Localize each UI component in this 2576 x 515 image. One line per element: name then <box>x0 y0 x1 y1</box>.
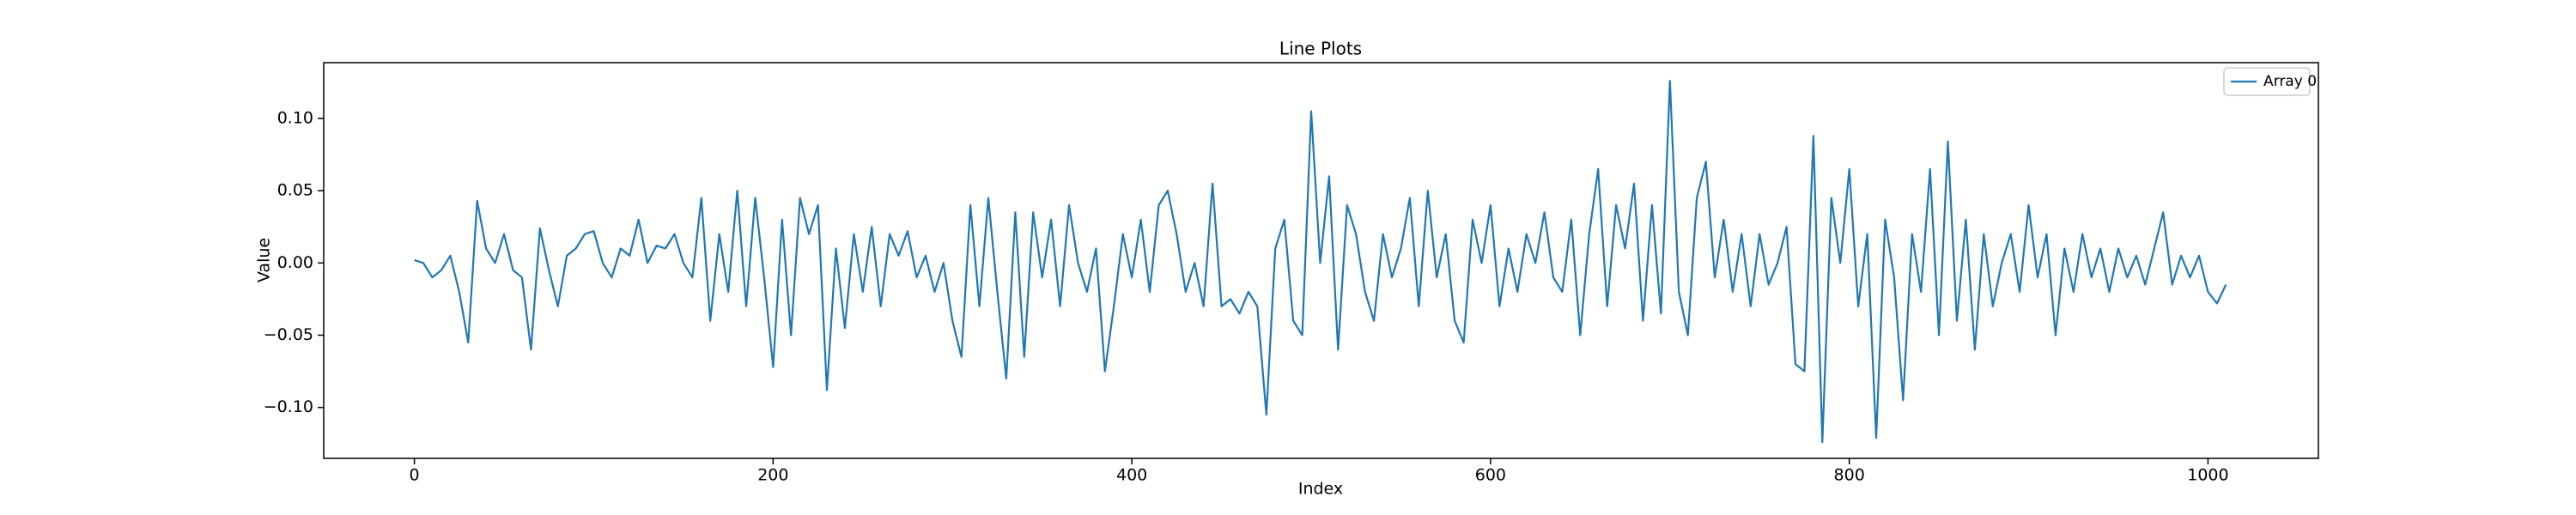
x-axis-label: Index <box>1298 480 1343 499</box>
chart-title: Line Plots <box>1279 39 1362 59</box>
data-line <box>414 80 2227 444</box>
y-tick-label: 0.00 <box>277 253 313 272</box>
y-tick-label: 0.10 <box>277 108 313 127</box>
x-tick-label: 0 <box>410 466 420 485</box>
y-axis-label: Value <box>255 238 274 282</box>
plot-frame <box>323 62 2319 459</box>
y-tick-label: −0.05 <box>264 325 313 344</box>
legend-label: Array 0 <box>2263 73 2317 90</box>
x-tick-label: 800 <box>1834 466 1865 485</box>
x-tick-label: 400 <box>1116 466 1147 485</box>
legend-box <box>2223 67 2311 96</box>
x-tick-label: 200 <box>757 466 788 485</box>
x-tick-label: 1000 <box>2187 466 2228 485</box>
y-tick-label: 0.05 <box>277 181 313 200</box>
y-tick-label: −0.10 <box>264 397 313 416</box>
x-tick-label: 600 <box>1475 466 1506 485</box>
